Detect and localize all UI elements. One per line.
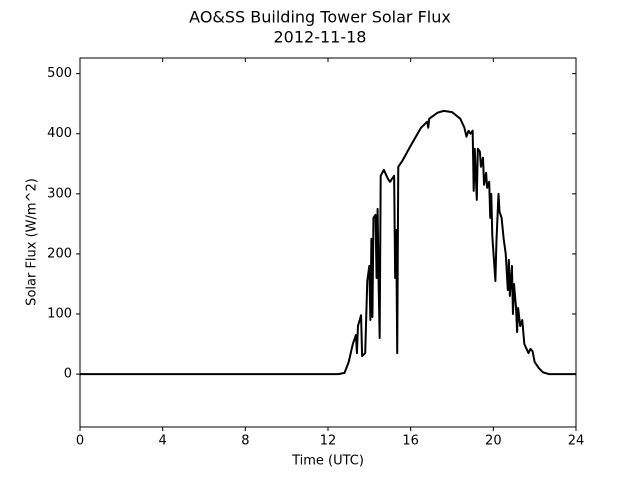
y-axis-label: Solar Flux (W/m^2) <box>25 178 40 306</box>
axes-frame <box>79 57 577 428</box>
x-tick-label: 4 <box>159 434 167 449</box>
chart-subtitle: 2012-11-18 <box>274 28 367 47</box>
x-tick-label: 0 <box>76 434 84 449</box>
x-tick-label: 12 <box>320 434 337 449</box>
x-tick-label: 20 <box>485 434 502 449</box>
chart-title: AO&SS Building Tower Solar Flux <box>189 8 451 27</box>
y-tick-label: 500 <box>47 66 72 81</box>
y-tick-label: 0 <box>64 367 72 382</box>
x-tick-label: 8 <box>241 434 249 449</box>
y-tick-label: 300 <box>47 186 72 201</box>
y-tick-label: 200 <box>47 246 72 261</box>
y-tick-label: 100 <box>47 307 72 322</box>
x-tick-label: 16 <box>402 434 419 449</box>
data-line <box>80 109 576 376</box>
x-tick-label: 24 <box>568 434 585 449</box>
y-tick-label: 400 <box>47 126 72 141</box>
x-axis-label: Time (UTC) <box>291 454 364 469</box>
